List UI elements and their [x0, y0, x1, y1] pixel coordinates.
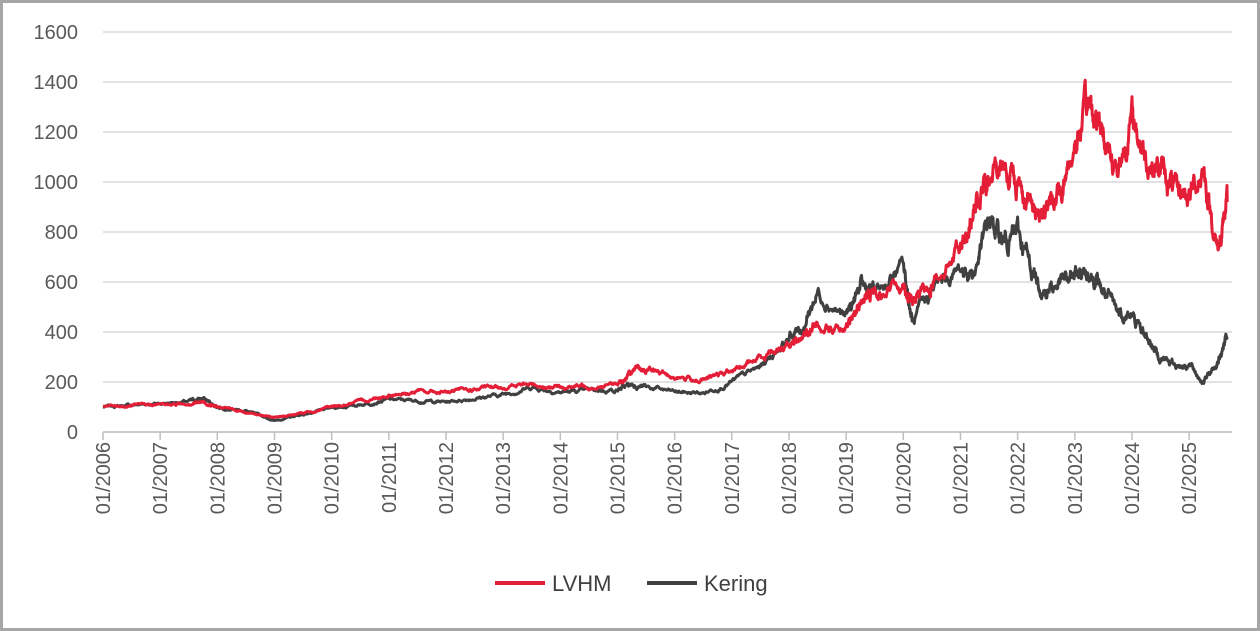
x-tick-label: 01/2007	[150, 442, 172, 514]
x-tick-label: 01/2021	[950, 442, 972, 514]
legend-label-lvhm: LVHM	[552, 571, 612, 596]
y-tick-label: 600	[45, 272, 78, 294]
y-tick-label: 400	[45, 322, 78, 344]
x-tick-label: 01/2008	[207, 442, 229, 514]
x-tick-label: 01/2013	[493, 442, 515, 514]
x-tick-label: 01/2010	[322, 442, 344, 514]
x-tick-label: 01/2025	[1179, 442, 1201, 514]
x-tick-label: 01/2022	[1008, 442, 1030, 514]
x-tick-label: 01/2018	[779, 442, 801, 514]
x-tick-label: 01/2016	[665, 442, 687, 514]
y-tick-label: 1200	[34, 122, 79, 144]
x-tick-label: 01/2011	[379, 442, 401, 513]
legend-label-kering: Kering	[704, 571, 768, 596]
x-tick-label: 01/2023	[1065, 442, 1087, 514]
x-tick-label: 01/2020	[893, 442, 915, 514]
legend: LVHM Kering	[495, 571, 768, 596]
x-tick-label: 01/2019	[836, 442, 858, 514]
y-tick-label: 0	[67, 422, 78, 444]
x-tick-label: 01/2006	[93, 442, 115, 514]
x-axis: 01/2006 01/2007 01/2008 01/2009 01/2010 01/20…	[93, 431, 1232, 514]
x-tick-label: 01/2015	[607, 442, 629, 514]
x-tick-label: 01/2012	[436, 442, 458, 514]
x-tick-label: 01/2024	[1122, 442, 1144, 514]
y-gridlines	[103, 31, 1232, 433]
y-tick-label: 800	[45, 222, 78, 244]
x-tick-label: 01/2014	[550, 442, 572, 514]
y-axis-ticks: 0 200 400 600 800 1000 1200 1400 1600	[34, 22, 79, 444]
y-tick-label: 1000	[34, 172, 79, 194]
y-tick-label: 200	[45, 372, 78, 394]
x-tick-label: 01/2017	[722, 442, 744, 514]
x-tick-label: 01/2009	[264, 442, 286, 514]
series-lines	[102, 78, 1229, 422]
y-tick-label: 1600	[34, 22, 79, 44]
series-line-kering	[102, 215, 1229, 422]
y-tick-label: 1400	[34, 72, 79, 94]
series-line-lvhm	[102, 78, 1229, 419]
